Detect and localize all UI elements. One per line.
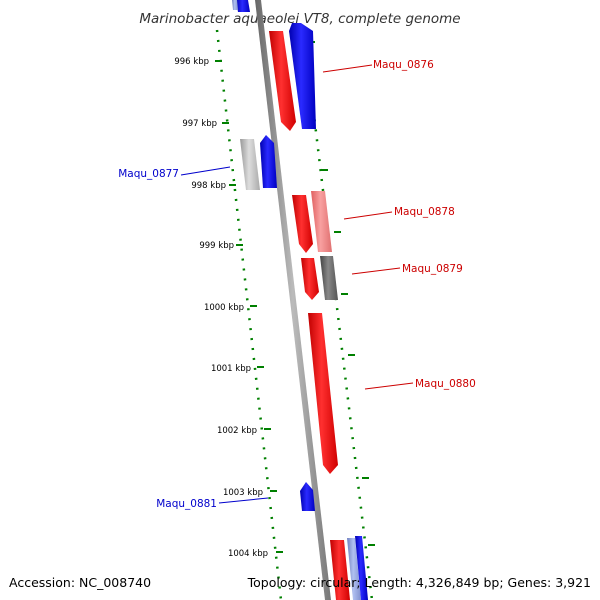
leader-line-maqu-0879 (351, 267, 401, 275)
tick-label-1003: 1003 kbp (223, 488, 263, 498)
gene-arrow-maqu-0877-grey (240, 139, 260, 190)
tick-label-996: 996 kbp (174, 57, 209, 67)
gene-arrow-maqu-0877 (260, 135, 277, 188)
gene-arrow-top-partial (236, 0, 250, 12)
gene-label-maqu-0881[interactable]: Maqu_0881 (156, 498, 217, 510)
tick-label-999: 999 kbp (199, 241, 234, 251)
leader-line-maqu-0881 (218, 497, 269, 504)
tick-marks: 996 kbp 997 kbp 998 kbp 999 kbp 1000 kbp… (174, 41, 375, 559)
gene-label-maqu-0879[interactable]: Maqu_0879 (402, 263, 463, 275)
gene-arrow-bottom-blue (355, 536, 368, 600)
gene-label-maqu-0877[interactable]: Maqu_0877 (118, 168, 179, 180)
gene-arrow-maqu-0878 (292, 195, 313, 253)
gene-arrow-top-partial-light (232, 0, 238, 10)
leader-line-maqu-0880 (364, 382, 414, 390)
map-title: Marinobacter aquaeolei VT8, complete gen… (139, 11, 460, 27)
gene-arrow-maqu-0876 (269, 31, 296, 131)
tick-label-1000: 1000 kbp (204, 303, 244, 313)
gene-label-maqu-0878[interactable]: Maqu_0878 (394, 206, 455, 218)
gene-label-maqu-0880[interactable]: Maqu_0880 (415, 378, 476, 390)
tick-label-997: 997 kbp (182, 119, 217, 129)
tick-label-1002: 1002 kbp (217, 426, 257, 436)
leader-line-maqu-0876 (322, 64, 373, 73)
gene-arrow-maqu-0880 (308, 313, 338, 474)
accession-text: Accession: NC_008740 (9, 575, 151, 590)
genome-summary-text: Topology: circular; Length: 4,326,849 bp… (247, 575, 591, 590)
genome-backbone (255, 0, 331, 600)
leader-line-maqu-0878 (343, 211, 393, 220)
gene-arrow-bottom-lightblue (347, 538, 361, 600)
gene-arrow-maqu-0876-reverse (289, 23, 316, 129)
tick-label-1001: 1001 kbp (211, 364, 251, 374)
gene-arrow-maqu-0879-dark (320, 256, 338, 300)
tick-label-998: 998 kbp (191, 181, 226, 191)
gene-arrow-maqu-0879 (301, 258, 319, 300)
gene-arrow-maqu-0881 (300, 482, 315, 511)
gene-label-maqu-0876[interactable]: Maqu_0876 (373, 59, 434, 71)
gene-arrow-maqu-0878-light (311, 191, 332, 252)
gene-arrow-bottom-red (330, 540, 350, 600)
leader-line-maqu-0877 (180, 166, 231, 176)
tick-guide-right (303, 39, 374, 600)
tick-label-1004: 1004 kbp (228, 549, 268, 559)
